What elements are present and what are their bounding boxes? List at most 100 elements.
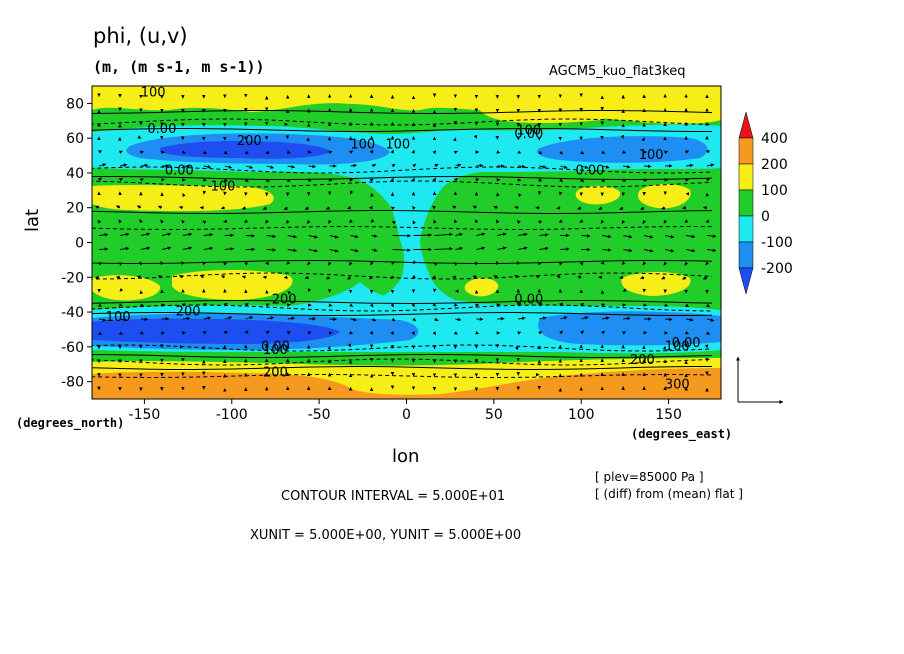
- wind-vector: [307, 261, 311, 266]
- wind-vector: [203, 246, 214, 251]
- wind-vector: [140, 163, 149, 168]
- wind-vector: [580, 178, 585, 183]
- wind-vector: [308, 235, 318, 239]
- wind-vector: [558, 261, 563, 266]
- wind-vector: [244, 219, 249, 223]
- wind-vector: [598, 206, 603, 210]
- wind-vector: [347, 205, 352, 210]
- colorbar-bottom-arrow: [738, 267, 754, 295]
- wind-vector: [97, 219, 102, 224]
- wind-vector: [287, 164, 296, 169]
- wind-vector: [706, 318, 715, 322]
- wind-vector: [224, 165, 233, 169]
- wind-vector: [283, 206, 288, 211]
- wind-vector: [518, 246, 528, 251]
- wind-vector: [601, 150, 606, 154]
- wind-vector: [329, 249, 339, 253]
- wind-vector: [623, 248, 633, 253]
- wind-vector: [622, 150, 627, 154]
- wind-vector: [705, 303, 710, 308]
- wind-vector: [202, 302, 207, 307]
- wind-vector: [307, 178, 312, 182]
- wind-vector: [453, 150, 458, 155]
- wind-vector: [412, 317, 417, 322]
- wind-vector: [370, 261, 374, 266]
- wind-vector: [203, 316, 212, 320]
- wind-vector: [325, 206, 330, 210]
- wind-vector: [116, 205, 121, 209]
- wind-vector: [223, 302, 228, 307]
- wind-vector: [118, 177, 123, 182]
- wind-vector: [157, 205, 163, 210]
- wind-vector: [434, 317, 439, 322]
- y-tick-label: -60: [61, 340, 84, 356]
- wind-vector: [684, 150, 689, 154]
- region-south-red: [560, 371, 703, 394]
- wind-vector: [514, 274, 519, 279]
- wind-vector: [472, 275, 477, 279]
- wind-vector: [539, 165, 547, 169]
- wind-vector: [411, 177, 415, 182]
- region-north-yellow-blob-east2: [638, 184, 691, 209]
- contour-label: 100: [211, 179, 236, 194]
- wind-vector: [140, 232, 151, 237]
- wind-vector: [349, 303, 354, 307]
- wind-vector: [181, 261, 185, 266]
- wind-vector: [643, 331, 648, 335]
- wind-vector: [390, 149, 394, 154]
- wind-vector: [642, 261, 647, 266]
- wind-vector: [244, 178, 249, 183]
- wind-vector: [472, 205, 477, 210]
- wind-vector: [308, 164, 316, 169]
- wind-vector: [392, 248, 411, 252]
- wind-vector: [118, 331, 123, 335]
- wind-vector: [455, 246, 463, 251]
- y-tick-label: -80: [61, 375, 84, 391]
- wind-vector: [619, 206, 624, 211]
- wind-vector: [241, 275, 246, 279]
- wind-vector: [497, 232, 507, 237]
- region-south-yellow-blob-east2: [621, 272, 691, 296]
- wind-vector: [161, 232, 172, 237]
- y-axis-label: lat: [22, 208, 43, 232]
- wind-vector: [664, 150, 669, 154]
- wind-vector: [160, 261, 164, 266]
- contour-line: [92, 166, 713, 174]
- wind-vector: [432, 177, 437, 182]
- wind-vector: [495, 219, 500, 224]
- wind-vector: [328, 177, 333, 182]
- wind-vector: [661, 276, 666, 280]
- wind-vector: [98, 233, 109, 237]
- wind-vector: [560, 316, 568, 320]
- wind-vector: [705, 178, 710, 182]
- wind-vector: [390, 206, 395, 211]
- reference-vector: [736, 356, 784, 404]
- wind-vector: [434, 232, 453, 237]
- wind-vector: [244, 262, 249, 266]
- wind-vector: [118, 303, 123, 307]
- wind-vector: [665, 317, 673, 322]
- region-north-blue-west-core: [160, 140, 330, 159]
- contour-label: 100: [665, 339, 690, 354]
- wind-vector: [369, 178, 374, 183]
- wind-vector: [703, 276, 708, 280]
- wind-vector: [136, 205, 142, 209]
- wind-vector: [619, 275, 624, 280]
- colorbar-label: 100: [761, 183, 788, 199]
- wind-vector: [307, 331, 312, 335]
- wind-vector: [623, 234, 633, 239]
- wind-vector: [516, 220, 521, 225]
- wind-vector: [413, 233, 432, 237]
- wind-vector: [474, 261, 479, 266]
- contour-line: [92, 366, 712, 371]
- wind-vector: [705, 331, 710, 335]
- wind-vector: [369, 275, 373, 280]
- wind-vector: [369, 150, 374, 154]
- wind-vector: [119, 232, 130, 237]
- wind-vector: [139, 219, 143, 224]
- wind-vector: [390, 275, 395, 280]
- wind-vector: [601, 178, 606, 183]
- wind-vector: [241, 206, 246, 210]
- wind-vector: [686, 248, 696, 253]
